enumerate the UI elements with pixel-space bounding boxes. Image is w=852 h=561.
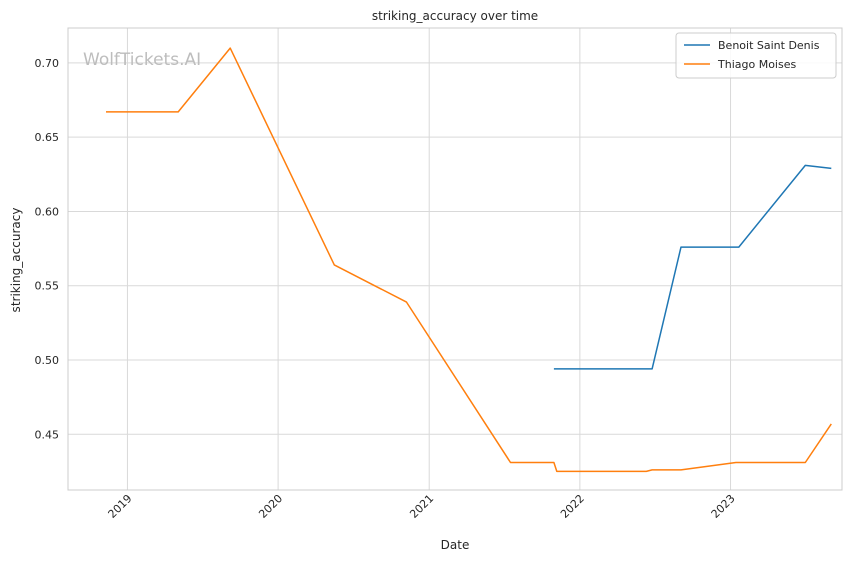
watermark: WolfTickets.AI	[83, 50, 201, 70]
y-tick-label: 0.50	[35, 354, 60, 367]
y-tick-label: 0.70	[35, 57, 60, 70]
plot-frame	[67, 27, 843, 491]
chart-title: striking_accuracy over time	[372, 9, 538, 23]
y-tick-label: 0.55	[35, 280, 60, 293]
x-axis-label: Date	[441, 538, 470, 552]
y-tick-label: 0.65	[35, 131, 60, 144]
grid-lines	[68, 28, 842, 490]
y-axis-label: striking_accuracy	[9, 208, 23, 313]
y-tick-label: 0.60	[35, 205, 60, 218]
y-tick-label: 0.45	[35, 428, 60, 441]
legend-box	[675, 32, 837, 79]
y-tick-labels: 0.45 0.50 0.55 0.60 0.65 0.70	[35, 57, 60, 441]
legend-label-benoit-saint-denis: Benoit Saint Denis	[718, 39, 820, 52]
series-line-benoit-saint-denis	[553, 164, 832, 370]
series-layer	[106, 47, 832, 473]
series-line-thiago-moises	[106, 47, 832, 473]
legend-label-thiago-moises: Thiago Moises	[717, 58, 796, 71]
legend: Benoit Saint Denis Thiago Moises	[675, 32, 837, 79]
